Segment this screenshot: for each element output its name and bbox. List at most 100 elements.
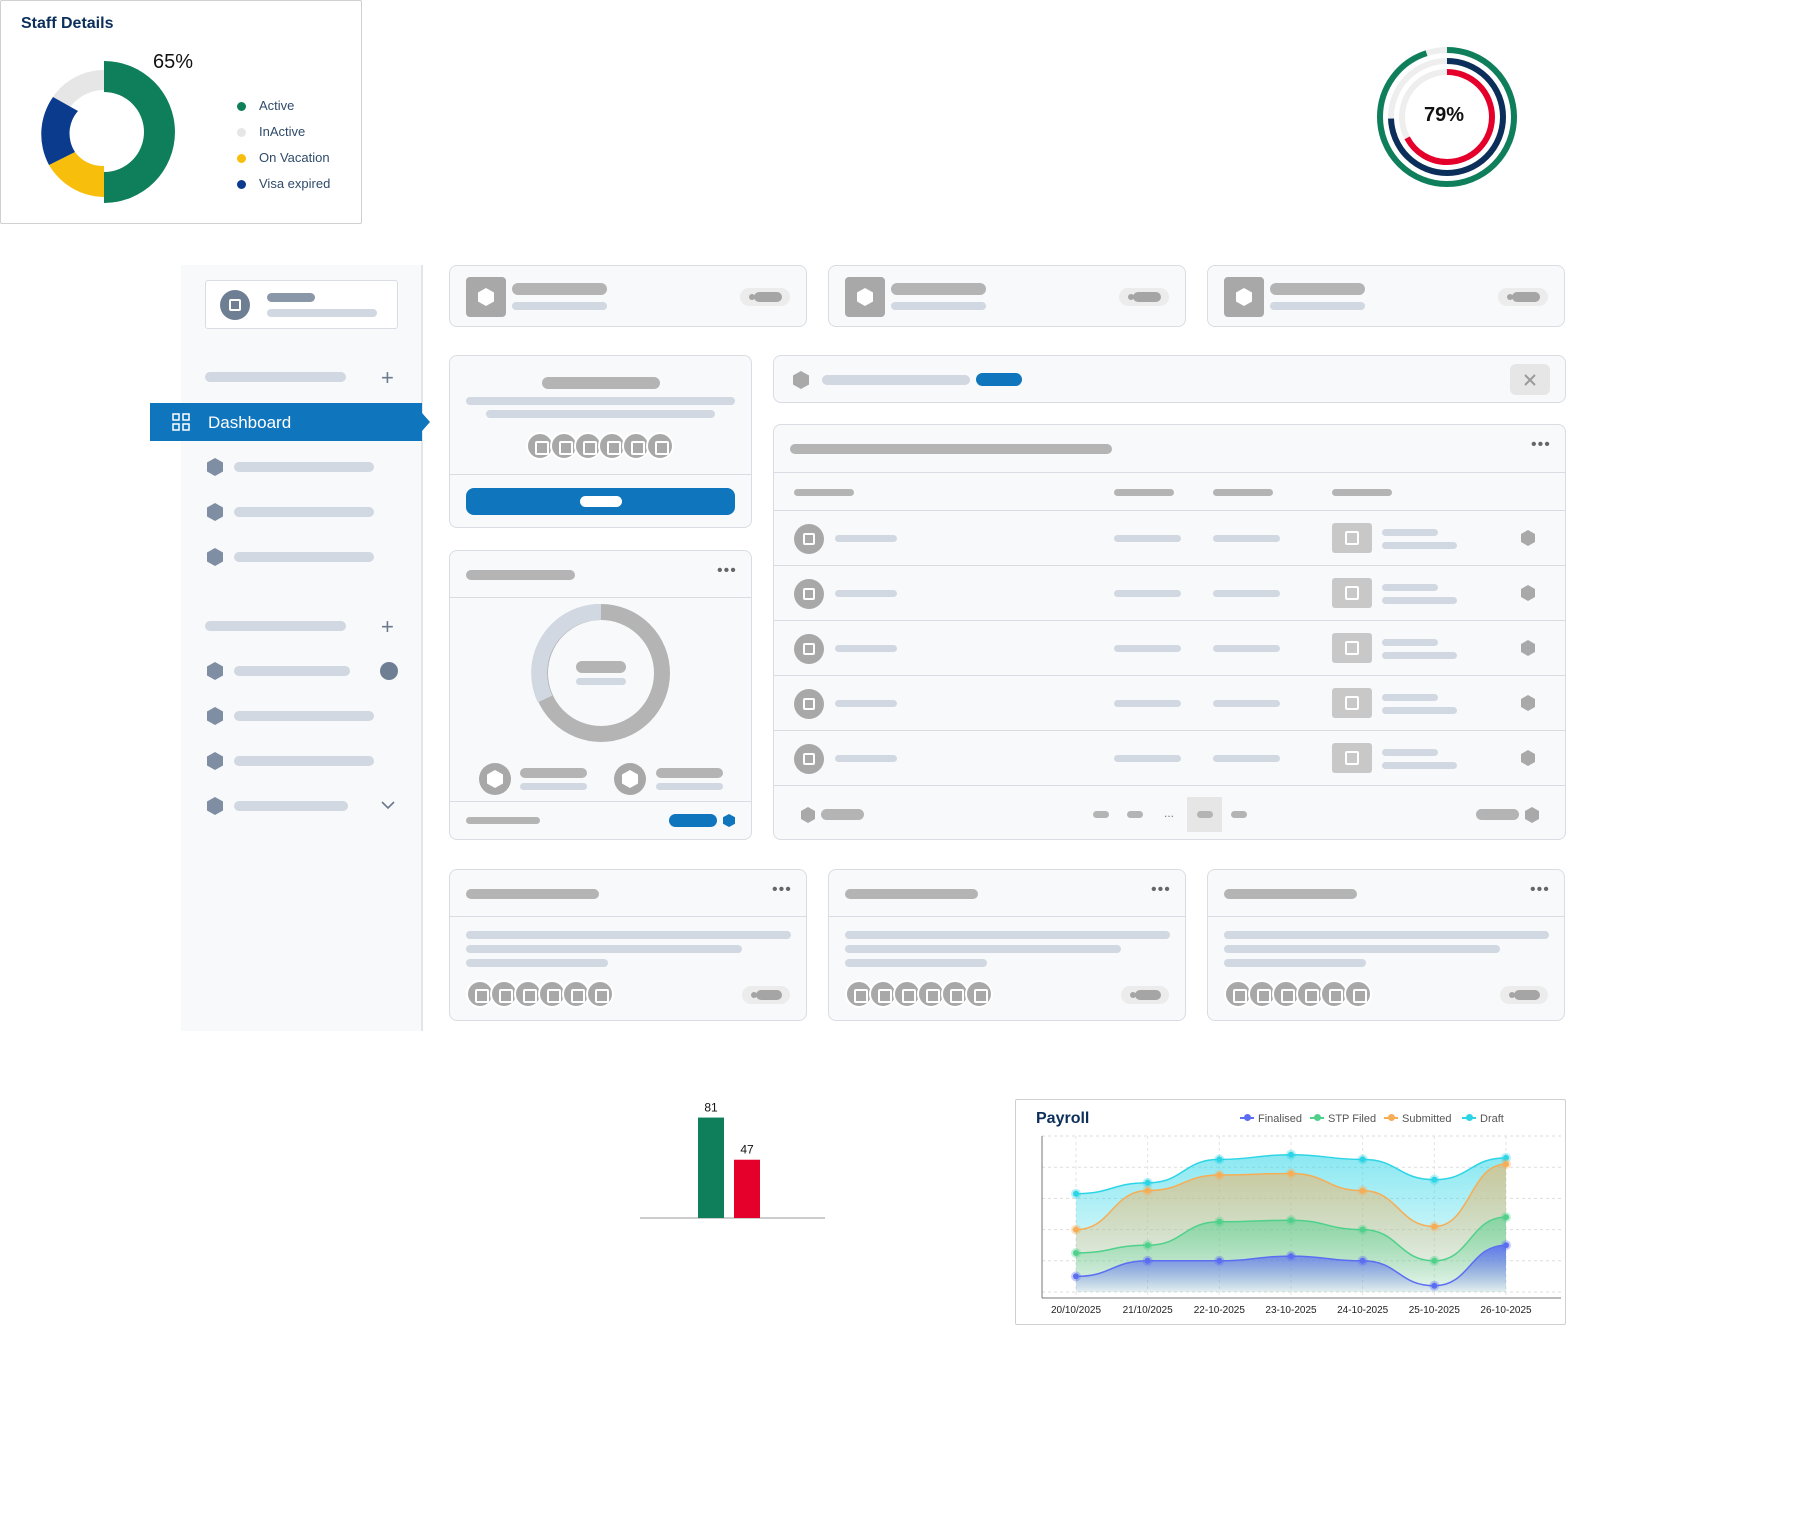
footer-link[interactable]	[669, 814, 717, 827]
table-row[interactable]	[774, 731, 1565, 786]
avatar[interactable]	[1344, 980, 1372, 1008]
status-pill	[1121, 986, 1169, 1004]
avatar[interactable]	[1320, 980, 1348, 1008]
more-icon[interactable]: •••	[1151, 881, 1171, 898]
avatar[interactable]	[646, 432, 674, 460]
add-section-icon[interactable]: +	[381, 365, 394, 390]
table-header[interactable]	[1332, 489, 1392, 496]
row-action-icon[interactable]	[1521, 530, 1535, 546]
data-point	[1431, 1282, 1438, 1289]
row-action-icon[interactable]	[1521, 585, 1535, 601]
donut-center-sub	[576, 678, 626, 685]
avatar[interactable]	[869, 980, 897, 1008]
footer-arrow-icon[interactable]	[723, 814, 735, 827]
row-action-icon[interactable]	[1521, 695, 1535, 711]
more-icon[interactable]: •••	[1531, 436, 1551, 453]
profile-card[interactable]	[205, 280, 398, 329]
row-image	[1332, 523, 1372, 553]
page-ellipsis: ...	[1164, 806, 1175, 820]
legend-submitted[interactable]: Submitted	[1384, 1113, 1452, 1125]
card-line-placeholder	[466, 931, 791, 939]
legend-vacation: On Vacation	[237, 150, 330, 165]
stat-title-placeholder	[891, 283, 986, 295]
add-section-icon[interactable]: +	[381, 614, 394, 639]
status-pill	[742, 986, 790, 1004]
row-cell-placeholder	[1213, 590, 1280, 597]
avatar[interactable]	[598, 432, 626, 460]
table-header[interactable]	[1114, 489, 1174, 496]
legend-finalised[interactable]: Finalised	[1240, 1113, 1302, 1125]
nav-item-placeholder[interactable]	[234, 666, 350, 676]
page-number[interactable]	[1231, 811, 1247, 818]
data-point	[1431, 1176, 1438, 1183]
info-card: •••	[1207, 869, 1565, 1021]
sidebar-item-dashboard[interactable]: Dashboard	[150, 403, 422, 441]
nav-item-placeholder[interactable]	[234, 462, 374, 472]
data-point	[1073, 1226, 1079, 1233]
more-icon[interactable]: •••	[772, 881, 792, 898]
nav-item-badge	[380, 662, 398, 680]
avatar[interactable]	[965, 980, 993, 1008]
data-point	[1288, 1151, 1294, 1158]
data-point	[1359, 1226, 1366, 1233]
nav-item-icon[interactable]	[207, 752, 223, 770]
x-tick-label: 24-10-2025	[1337, 1305, 1389, 1316]
legend-stp-filed[interactable]: STP Filed	[1310, 1113, 1376, 1125]
table-row[interactable]	[774, 676, 1565, 731]
table-header[interactable]	[1213, 489, 1273, 496]
row-cell-placeholder	[1213, 755, 1280, 762]
page-number[interactable]	[1093, 811, 1109, 818]
stat-sub-placeholder	[1270, 302, 1365, 310]
nav-item-placeholder[interactable]	[234, 552, 374, 562]
row-cell-placeholder	[1382, 707, 1457, 714]
nav-item-icon[interactable]	[207, 662, 223, 680]
table-row[interactable]	[774, 566, 1565, 621]
nav-item-placeholder[interactable]	[234, 801, 348, 811]
next-page-label[interactable]	[1476, 809, 1519, 820]
primary-action-button[interactable]	[466, 488, 735, 515]
row-action-icon[interactable]	[1521, 640, 1535, 656]
avatar[interactable]	[893, 980, 921, 1008]
prev-page-label[interactable]	[821, 809, 864, 820]
chevron-down-icon[interactable]	[381, 800, 395, 810]
nav-item-placeholder[interactable]	[234, 711, 374, 721]
table-card: •••	[773, 424, 1566, 840]
avatar[interactable]	[514, 980, 542, 1008]
notice-icon	[793, 371, 809, 389]
row-cell-placeholder	[1114, 700, 1181, 707]
stat-card[interactable]	[1207, 265, 1565, 327]
nav-item-placeholder[interactable]	[234, 507, 374, 517]
avatar[interactable]	[562, 980, 590, 1008]
avatar[interactable]	[941, 980, 969, 1008]
nav-item-placeholder[interactable]	[234, 756, 374, 766]
close-button[interactable]	[1510, 364, 1550, 395]
next-page-icon[interactable]	[1525, 807, 1539, 823]
staff-percent: 65%	[153, 51, 194, 73]
placeholder-donut	[531, 603, 670, 742]
more-icon[interactable]: •••	[717, 562, 737, 579]
nav-item-icon[interactable]	[207, 548, 223, 566]
page-number-current[interactable]	[1187, 797, 1222, 832]
stat-card[interactable]	[828, 265, 1186, 327]
nav-item-icon[interactable]	[207, 707, 223, 725]
notice-link[interactable]	[976, 373, 1022, 386]
row-action-icon[interactable]	[1521, 750, 1535, 766]
page-number[interactable]	[1127, 811, 1143, 818]
avatar[interactable]	[586, 980, 614, 1008]
stat-pill	[1498, 288, 1548, 306]
stat-card[interactable]	[449, 265, 807, 327]
row-avatar	[794, 634, 824, 664]
avatar[interactable]	[845, 980, 873, 1008]
stat-icon	[1224, 277, 1264, 317]
legend-draft[interactable]: Draft	[1462, 1113, 1504, 1125]
nav-item-icon[interactable]	[207, 797, 223, 815]
nav-item-icon[interactable]	[207, 503, 223, 521]
row-cell-placeholder	[1114, 755, 1181, 762]
table-row[interactable]	[774, 511, 1565, 566]
table-row[interactable]	[774, 621, 1565, 676]
legend-label: On Vacation	[259, 150, 330, 165]
table-header[interactable]	[794, 489, 854, 496]
more-icon[interactable]: •••	[1530, 881, 1550, 898]
prev-page-icon[interactable]	[801, 807, 815, 823]
nav-item-icon[interactable]	[207, 458, 223, 476]
